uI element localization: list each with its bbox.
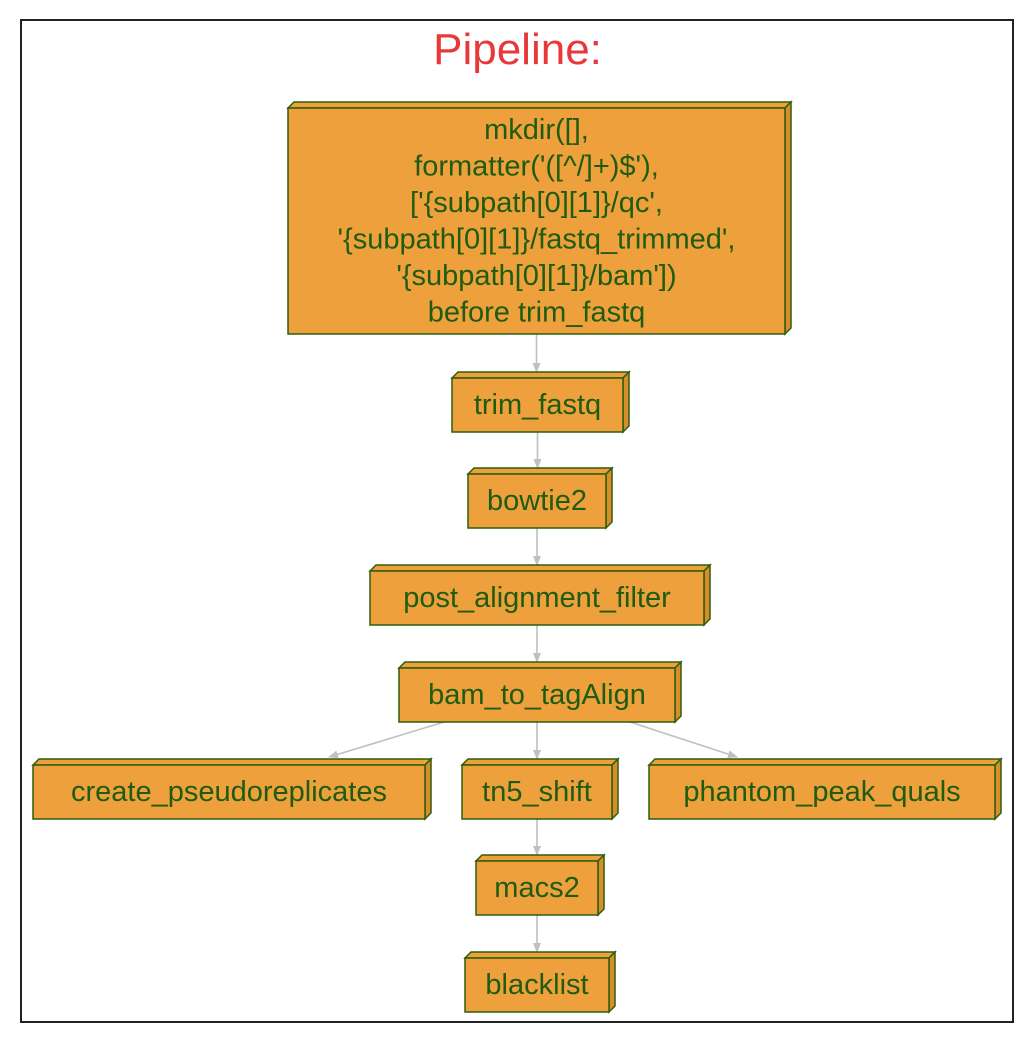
node-label: macs2 — [494, 872, 579, 904]
node-post-alignment-filter: post_alignment_filter — [368, 563, 712, 627]
node-mkdir: mkdir([], formatter('([^/]+)$'), ['{subpat… — [286, 100, 793, 336]
node-label: bowtie2 — [487, 485, 587, 517]
node-phantom-peak-quals: phantom_peak_quals — [647, 757, 1003, 821]
node-blacklist: blacklist — [463, 950, 617, 1014]
node-macs2: macs2 — [474, 853, 606, 917]
node-label: formatter('([^/]+)$'), — [414, 150, 659, 182]
node-label: tn5_shift — [482, 776, 592, 808]
diagram-title: Pipeline: — [433, 25, 602, 74]
node-tn5-shift: tn5_shift — [460, 757, 620, 821]
node-label: '{subpath[0][1]}/bam']) — [396, 260, 676, 292]
node-create-pseudoreplicates: create_pseudoreplicates — [31, 757, 433, 821]
node-label: phantom_peak_quals — [683, 776, 960, 808]
node-label: before trim_fastq — [428, 296, 646, 328]
edge-bam-to-tagAlign-to-create-pseudoreplicates — [328, 721, 445, 759]
node-bowtie2: bowtie2 — [466, 466, 614, 530]
node-label: trim_fastq — [474, 389, 601, 421]
node-label: '{subpath[0][1]}/fastq_trimmed', — [338, 223, 736, 255]
node-trim-fastq: trim_fastq — [450, 370, 631, 434]
edge-bam-to-tagAlign-to-phantom-peak-quals — [629, 721, 738, 759]
node-label: blacklist — [485, 969, 588, 1001]
node-label: mkdir([], — [484, 114, 589, 146]
node-label: bam_to_tagAlign — [428, 679, 646, 711]
node-label: post_alignment_filter — [403, 582, 671, 614]
diagram-frame — [20, 19, 1014, 1023]
node-label: ['{subpath[0][1]}/qc', — [410, 187, 663, 219]
node-bam-to-tagAlign: bam_to_tagAlign — [397, 660, 683, 724]
node-label: create_pseudoreplicates — [71, 776, 387, 808]
